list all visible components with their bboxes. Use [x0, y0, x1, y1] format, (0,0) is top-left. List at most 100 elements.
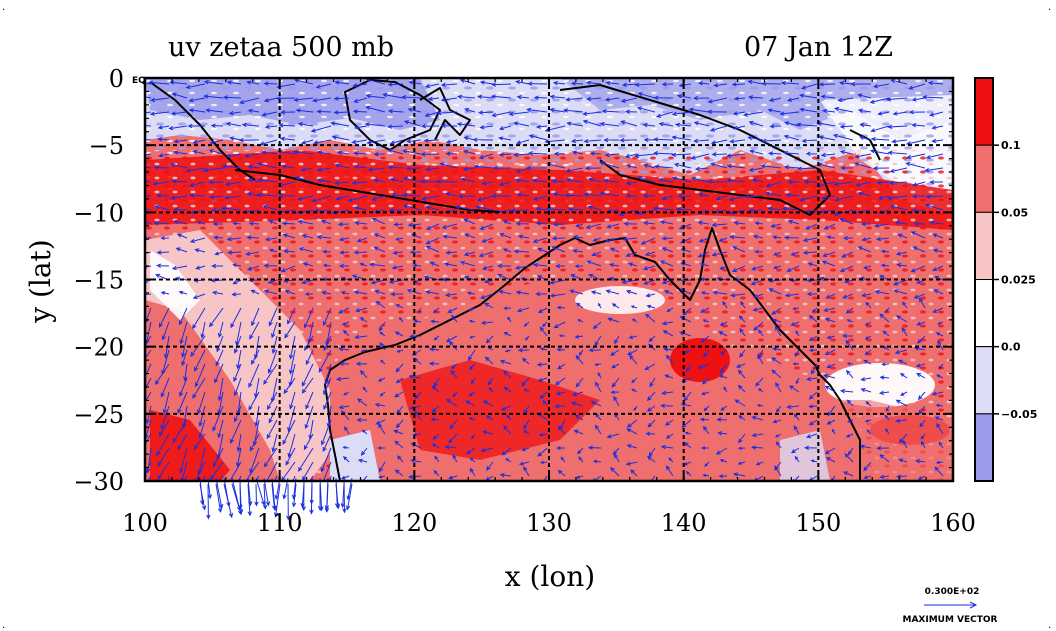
wind-vector — [217, 419, 224, 439]
wind-vector — [653, 95, 674, 101]
wind-vector — [878, 390, 890, 395]
wind-vector — [553, 321, 566, 329]
wind-vector — [642, 123, 656, 128]
wind-vector — [901, 327, 908, 337]
wind-vector — [170, 111, 188, 116]
wind-vector — [775, 382, 782, 393]
wind-vector — [847, 419, 854, 423]
wind-vector — [611, 303, 620, 309]
wind-vector — [648, 447, 656, 458]
wind-vector — [875, 236, 890, 242]
wind-vector — [233, 377, 242, 397]
wind-vector — [335, 195, 350, 201]
wind-vector — [698, 237, 710, 243]
wind-vector — [232, 279, 242, 285]
wind-vector — [304, 292, 314, 296]
wind-vector — [515, 80, 530, 85]
wind-vector — [932, 307, 944, 313]
wind-vector — [351, 180, 368, 186]
wind-vector — [420, 123, 440, 129]
wind-vector — [824, 447, 836, 455]
wind-vector — [864, 419, 872, 423]
wind-vector — [291, 483, 297, 508]
wind-vector — [445, 151, 458, 156]
wind-vector — [440, 123, 458, 128]
wind-vector — [642, 265, 656, 271]
wind-vector — [196, 221, 206, 225]
wind-vector — [607, 317, 620, 323]
wind-vector — [425, 290, 440, 295]
wind-vector — [863, 461, 872, 472]
wind-vector — [808, 391, 818, 400]
wind-vector — [246, 235, 260, 240]
wind-vector — [864, 349, 872, 356]
wind-vector — [444, 445, 458, 450]
wind-vector — [796, 122, 818, 127]
wind-vector — [429, 261, 440, 267]
wind-vector — [211, 263, 223, 269]
wind-vector — [887, 150, 908, 156]
wind-vector — [523, 419, 530, 430]
wind-vector — [428, 361, 440, 366]
wind-vector — [254, 483, 259, 507]
wind-vector — [192, 293, 206, 299]
wind-vector — [212, 405, 224, 432]
wind-vector — [739, 349, 746, 358]
wind-vector — [723, 386, 728, 393]
wind-vector — [394, 440, 404, 449]
wind-vector — [648, 335, 656, 343]
wind-vector — [445, 250, 458, 255]
wind-vector — [751, 415, 764, 421]
wind-vector — [393, 429, 404, 435]
wind-vector — [902, 439, 908, 449]
wind-vector — [573, 429, 584, 435]
wind-vector — [686, 363, 692, 373]
wind-vector — [377, 377, 386, 382]
wind-vector — [872, 166, 890, 171]
wind-vector — [287, 307, 296, 325]
wind-vector — [733, 220, 746, 226]
wind-vector — [661, 247, 674, 253]
x-tick-label: 120 — [391, 509, 437, 537]
wind-vector — [502, 220, 512, 225]
wind-vector — [665, 465, 674, 477]
wind-vector — [395, 363, 404, 373]
wind-vector — [423, 275, 440, 281]
wind-vector — [179, 447, 188, 474]
wind-vector — [304, 405, 314, 430]
wind-vector — [917, 391, 926, 401]
wind-vector — [911, 208, 926, 213]
wind-vector — [287, 433, 296, 459]
wind-vector — [623, 221, 638, 226]
wind-vector — [440, 97, 458, 102]
wind-vector — [354, 125, 368, 130]
wind-vector — [845, 433, 854, 438]
wind-vector — [577, 447, 584, 455]
wind-vector — [292, 149, 314, 155]
wind-vector — [428, 347, 440, 352]
wind-vector — [878, 195, 890, 200]
wind-vector — [497, 263, 512, 269]
wind-vector — [322, 433, 332, 453]
wind-vector — [395, 377, 404, 384]
wind-vector — [374, 289, 386, 295]
wind-vector — [356, 398, 368, 407]
wind-vector — [198, 405, 206, 427]
wind-vector — [536, 362, 548, 367]
wind-vector — [774, 325, 782, 337]
wind-vector — [720, 405, 728, 411]
wind-vector — [910, 231, 926, 239]
wind-vector — [331, 135, 350, 141]
wind-vector — [513, 249, 530, 254]
wind-vector — [694, 166, 710, 171]
wind-vector — [178, 290, 188, 295]
wind-vector — [706, 179, 728, 184]
wind-vector — [469, 467, 476, 477]
wind-vector — [595, 381, 602, 393]
wind-vector — [706, 109, 728, 114]
wind-vector — [502, 248, 512, 253]
wind-vector — [654, 164, 674, 169]
wind-vector — [277, 149, 296, 155]
wind-vector — [790, 321, 800, 326]
wind-vector — [702, 425, 710, 435]
